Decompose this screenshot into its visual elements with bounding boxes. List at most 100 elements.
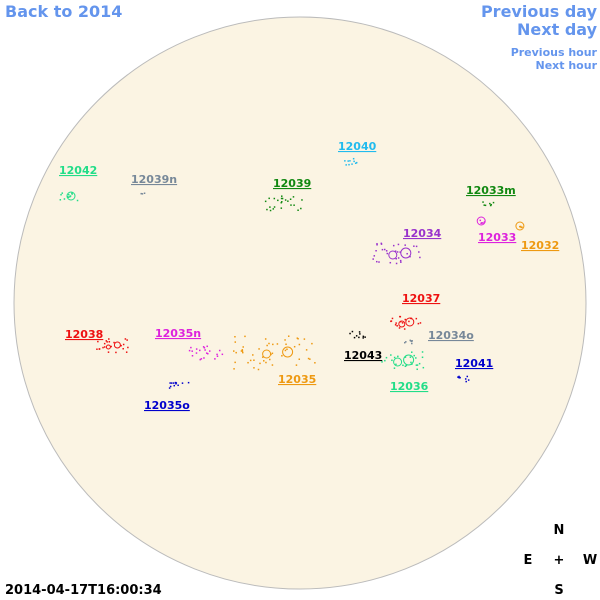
sunspot: [373, 255, 376, 257]
sunspot: [405, 341, 407, 343]
sunspot-ring: [515, 221, 525, 231]
back-link[interactable]: Back to 2014: [5, 2, 122, 21]
sunspot: [214, 358, 216, 360]
region-label[interactable]: 12038: [65, 328, 103, 341]
region-label[interactable]: 12035o: [144, 399, 190, 412]
active-region[interactable]: 12043: [344, 330, 382, 362]
sunspot: [383, 248, 386, 251]
region-label[interactable]: 12040: [338, 140, 377, 153]
sunspot: [489, 202, 491, 205]
sunspot: [169, 382, 171, 384]
sunspot: [287, 335, 290, 337]
region-label[interactable]: 12032: [521, 239, 559, 252]
active-region[interactable]: 12040: [338, 140, 377, 166]
sunspot: [400, 261, 402, 263]
active-region[interactable]: 12038: [65, 328, 129, 354]
sunspot: [354, 162, 357, 165]
sunspot: [362, 335, 365, 338]
region-label[interactable]: 12037: [402, 292, 440, 305]
sunspot: [416, 368, 418, 371]
sunspot: [300, 207, 302, 210]
region-label[interactable]: 12035n: [155, 327, 201, 340]
active-region[interactable]: 12034o: [404, 329, 474, 345]
region-label[interactable]: 12043: [344, 349, 382, 362]
sunspot: [413, 354, 415, 357]
sunspot: [408, 320, 410, 323]
sunspot: [280, 207, 283, 209]
sunspot: [277, 199, 279, 202]
previous-hour-link[interactable]: Previous hour: [511, 46, 598, 59]
sunspot: [170, 382, 173, 384]
sunspot: [292, 196, 295, 198]
region-label[interactable]: 12039: [273, 177, 311, 190]
sunspot: [415, 245, 418, 248]
sunspot: [464, 378, 467, 380]
sunspot: [391, 359, 393, 362]
sunspot: [269, 358, 271, 361]
sunspot: [309, 358, 311, 360]
sunspot: [411, 342, 413, 345]
sunspot: [126, 339, 128, 341]
region-label[interactable]: 12039n: [131, 173, 177, 186]
sunspot: [203, 357, 205, 359]
active-region[interactable]: 12035n: [155, 327, 224, 361]
sunspot-ring: [403, 354, 415, 366]
region-label[interactable]: 12034o: [428, 329, 474, 342]
active-region[interactable]: 12039: [264, 177, 311, 212]
sunspot: [235, 351, 237, 354]
sunspot: [271, 352, 274, 355]
sunspot: [195, 352, 198, 354]
active-region[interactable]: 12034: [372, 227, 442, 265]
active-region[interactable]: 12035: [233, 335, 316, 386]
sunspot: [404, 365, 407, 368]
active-region[interactable]: 12037: [390, 292, 440, 330]
active-region[interactable]: 12033: [476, 216, 516, 244]
sunspot: [348, 163, 350, 166]
sunspot: [519, 225, 522, 228]
sunspot: [391, 317, 394, 320]
sunspot: [458, 375, 460, 378]
sunspot: [484, 204, 487, 207]
next-hour-link[interactable]: Next hour: [536, 59, 598, 72]
active-region[interactable]: 12036: [381, 351, 429, 393]
active-region[interactable]: 12033m: [466, 184, 516, 207]
active-region[interactable]: 12035o: [144, 381, 190, 412]
sunspot: [253, 367, 255, 369]
sunspot: [295, 364, 298, 366]
region-label[interactable]: 12033: [478, 231, 516, 244]
sunspot: [519, 225, 521, 228]
sunspot: [458, 377, 460, 379]
previous-day-link[interactable]: Previous day: [481, 2, 598, 21]
active-region[interactable]: 12032: [515, 221, 559, 252]
sunspot: [364, 336, 366, 338]
region-label[interactable]: 12036: [390, 380, 429, 393]
sunspot: [347, 160, 349, 162]
region-label[interactable]: 12041: [455, 357, 493, 370]
sunspot: [413, 245, 415, 247]
region-label[interactable]: 12033m: [466, 184, 516, 197]
next-day-link[interactable]: Next day: [517, 20, 598, 39]
sunspot-ring: [113, 341, 121, 349]
region-label[interactable]: 12035: [278, 373, 316, 386]
sunspot: [206, 345, 208, 348]
sunspot: [397, 243, 400, 246]
sunspot: [401, 322, 404, 324]
sunspot: [375, 249, 377, 252]
sunspot: [60, 193, 62, 196]
sunspot: [71, 193, 73, 195]
region-label[interactable]: 12042: [59, 164, 97, 177]
region-label[interactable]: 12034: [403, 227, 442, 240]
sunspot: [259, 362, 261, 365]
active-region[interactable]: 12042: [59, 164, 97, 202]
sunspot: [96, 348, 98, 350]
sunspot: [285, 343, 287, 346]
sunspot: [459, 376, 461, 379]
sunspot-ring: [400, 247, 412, 259]
sunspot: [393, 356, 396, 359]
active-region[interactable]: 12039n: [131, 173, 177, 195]
sunspot: [234, 335, 236, 338]
active-region[interactable]: 12041: [455, 357, 493, 383]
sunspot: [169, 385, 172, 388]
sunspot: [405, 364, 408, 367]
